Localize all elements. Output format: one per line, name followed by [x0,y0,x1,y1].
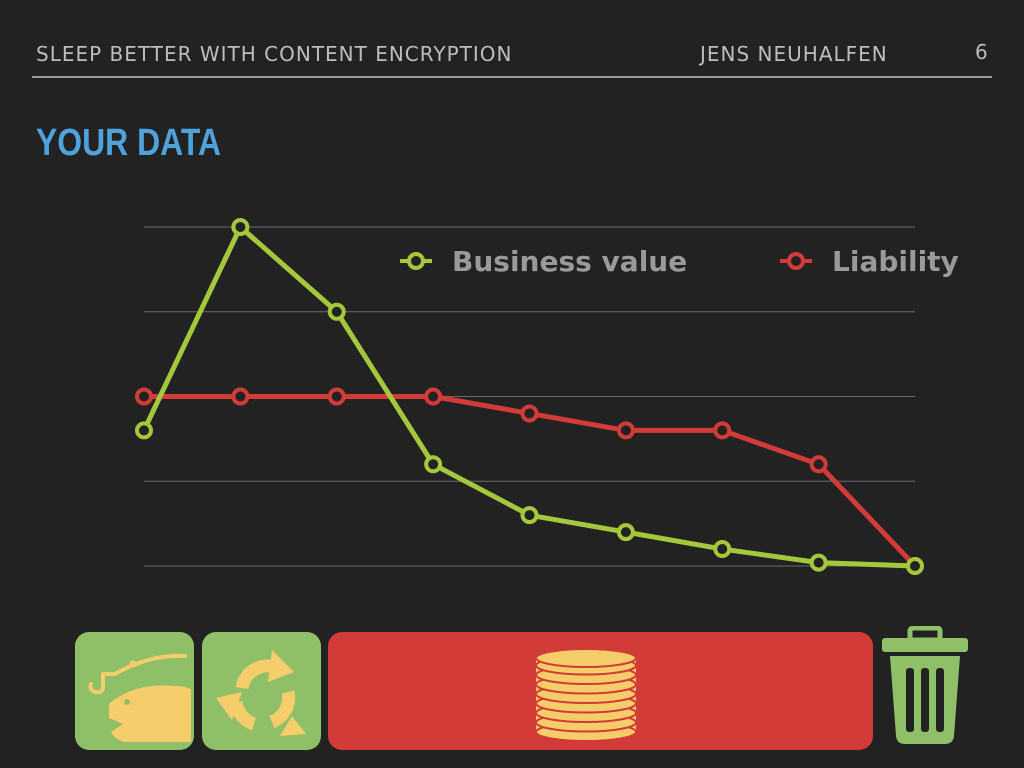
legend-label-liability: Liability [832,245,959,278]
tile-acquire [75,632,194,750]
header-divider [32,76,992,78]
data-point-business-value [135,421,153,440]
series-liability [135,387,924,575]
legend-marker-liability [787,252,805,270]
data-point-liability [520,404,539,423]
data-point-business-value [424,455,443,474]
data-point-liability [135,387,153,406]
legend-label-business-value: Business value [452,245,687,278]
data-point-business-value [327,302,346,321]
data-point-liability [327,387,346,406]
line-chart: Business value Liability [135,218,959,575]
fishing-hook-fish-icon [88,653,191,742]
data-point-liability [809,455,828,474]
legend-item-business-value: Business value [400,245,687,278]
slide-title: YOUR DATA [36,122,222,164]
data-point-liability [424,387,443,406]
talk-title: SLEEP BETTER WITH CONTENT ENCRYPTION [36,42,513,66]
tile-reuse [202,632,321,750]
coin-stack-icon [535,648,637,742]
series-business-value [135,218,924,575]
data-point-business-value [713,540,732,559]
data-point-business-value [906,557,924,575]
legend-item-liability: Liability [780,245,959,278]
page-number: 6 [975,40,988,64]
data-point-business-value [520,506,539,525]
recycle-arrows-icon [216,650,306,736]
chart-legend: Business value Liability [400,245,959,278]
data-point-business-value [809,553,828,572]
data-point-liability [231,387,250,406]
data-point-liability [616,421,635,440]
data-point-liability [713,421,732,440]
tile-retain [328,632,873,750]
data-point-business-value [231,218,250,236]
data-point-business-value [616,523,635,542]
chart-series [135,218,924,575]
trash-can-icon [882,626,968,744]
legend-marker-business-value [407,252,425,270]
speaker-name: JENS NEUHALFEN [700,42,888,66]
